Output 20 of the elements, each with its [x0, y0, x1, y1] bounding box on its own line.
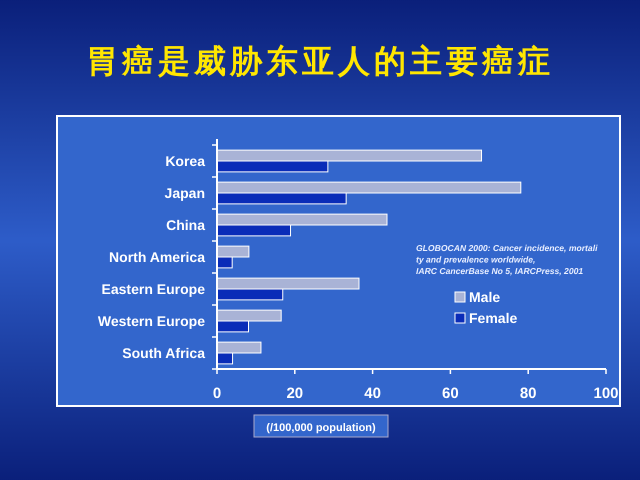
y-tick-label: China	[166, 217, 206, 233]
x-tick-label: 40	[364, 385, 381, 402]
y-tick-label: South Africa	[122, 345, 206, 361]
y-tick-label: North America	[109, 249, 206, 265]
legend-label: Male	[469, 289, 500, 305]
x-tick-label: 0	[212, 385, 222, 402]
annotation: IARC CancerBase No 5, IARCPress, 2001	[416, 266, 584, 276]
chart-title: 胃癌是威胁东亚人的主要癌症	[86, 43, 554, 79]
annotation: ty and prevalence worldwide,	[416, 254, 536, 264]
legend-label: Female	[469, 310, 518, 326]
y-tick-label: Western Europe	[98, 313, 206, 329]
y-tick-label: Korea	[165, 153, 206, 169]
x-tick-label: 80	[520, 385, 537, 402]
x-tick-label: 100	[593, 385, 619, 402]
x-axis-title: (/100,000 population)	[266, 422, 376, 434]
annotation: GLOBOCAN 2000: Cancer incidence, mortali	[416, 243, 598, 253]
y-tick-label: Japan	[164, 185, 205, 201]
x-tick-label: 20	[286, 385, 304, 402]
x-tick-label: 60	[442, 385, 459, 402]
y-tick-label: Eastern Europe	[102, 281, 206, 297]
